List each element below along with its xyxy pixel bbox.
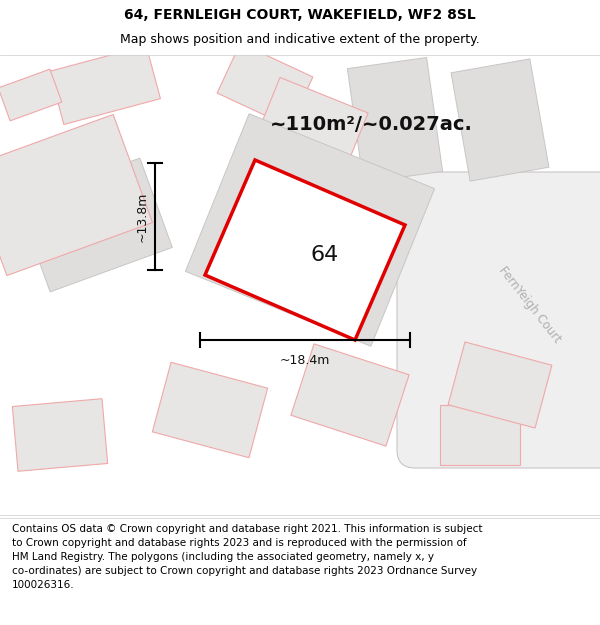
- FancyBboxPatch shape: [397, 172, 600, 468]
- Polygon shape: [448, 342, 552, 428]
- Polygon shape: [252, 78, 368, 182]
- Text: Contains OS data © Crown copyright and database right 2021. This information is : Contains OS data © Crown copyright and d…: [12, 524, 482, 590]
- Polygon shape: [50, 46, 160, 124]
- Polygon shape: [291, 344, 409, 446]
- Text: Map shows position and indicative extent of the property.: Map shows position and indicative extent…: [120, 33, 480, 46]
- Text: ~13.8m: ~13.8m: [136, 191, 149, 242]
- Text: 64, FERNLEIGH COURT, WAKEFIELD, WF2 8SL: 64, FERNLEIGH COURT, WAKEFIELD, WF2 8SL: [124, 8, 476, 22]
- Text: ~110m²/~0.027ac.: ~110m²/~0.027ac.: [270, 116, 473, 134]
- Polygon shape: [0, 69, 62, 121]
- Polygon shape: [451, 59, 549, 181]
- Text: 64: 64: [311, 245, 339, 265]
- Polygon shape: [13, 399, 107, 471]
- Polygon shape: [17, 158, 172, 292]
- Polygon shape: [185, 114, 434, 346]
- Polygon shape: [217, 43, 313, 127]
- Polygon shape: [0, 114, 152, 276]
- Polygon shape: [152, 362, 268, 458]
- Polygon shape: [440, 405, 520, 465]
- Text: FernYeigh Court: FernYeigh Court: [496, 264, 564, 346]
- Text: ~18.4m: ~18.4m: [280, 354, 330, 367]
- Polygon shape: [205, 160, 405, 340]
- Polygon shape: [347, 58, 443, 182]
